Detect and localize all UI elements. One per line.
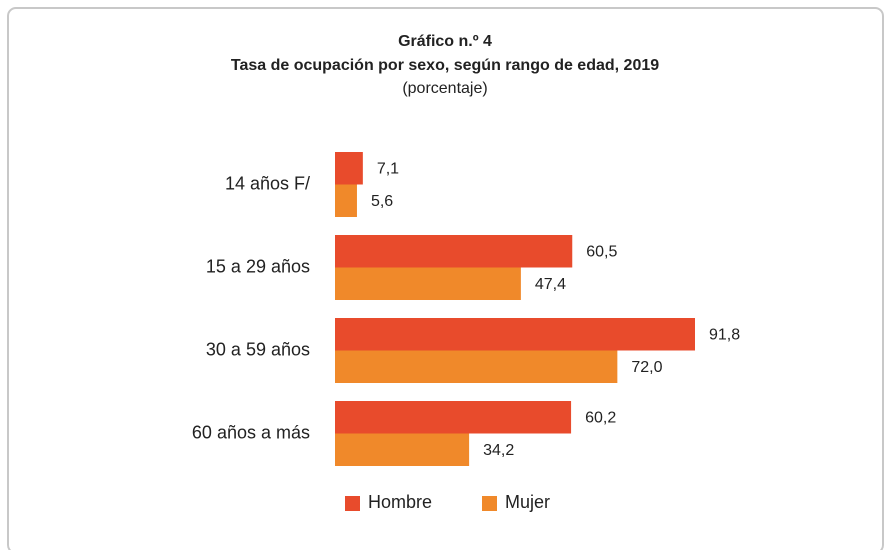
bar — [335, 401, 572, 434]
value-label: 60,2 — [585, 409, 616, 426]
value-label: 72,0 — [631, 359, 662, 376]
value-label: 34,2 — [483, 442, 514, 459]
value-label: 91,8 — [709, 326, 740, 343]
legend-label: Mujer — [505, 492, 550, 512]
chart-title: Gráfico n.º 4 — [398, 33, 492, 50]
bar — [335, 318, 695, 351]
value-label: 5,6 — [371, 193, 393, 210]
legend-swatch — [345, 496, 360, 511]
category-label: 30 a 59 años — [206, 339, 310, 359]
value-label: 47,4 — [535, 276, 566, 293]
bar — [335, 433, 470, 466]
bar — [335, 152, 363, 185]
value-label: 60,5 — [586, 243, 617, 260]
category-label: 14 años F/ — [225, 173, 310, 193]
unit-note: (porcentaje) — [402, 80, 487, 97]
legend-swatch — [482, 496, 497, 511]
category-label: 60 años a más — [192, 422, 310, 442]
bar — [335, 184, 357, 217]
category-label: 15 a 29 años — [206, 256, 310, 276]
bar — [335, 267, 521, 300]
bar — [335, 350, 618, 383]
bar — [335, 235, 573, 268]
value-label: 7,1 — [377, 160, 399, 177]
legend-label: Hombre — [368, 492, 432, 512]
chart-subtitle: Tasa de ocupación por sexo, según rango … — [231, 57, 659, 74]
